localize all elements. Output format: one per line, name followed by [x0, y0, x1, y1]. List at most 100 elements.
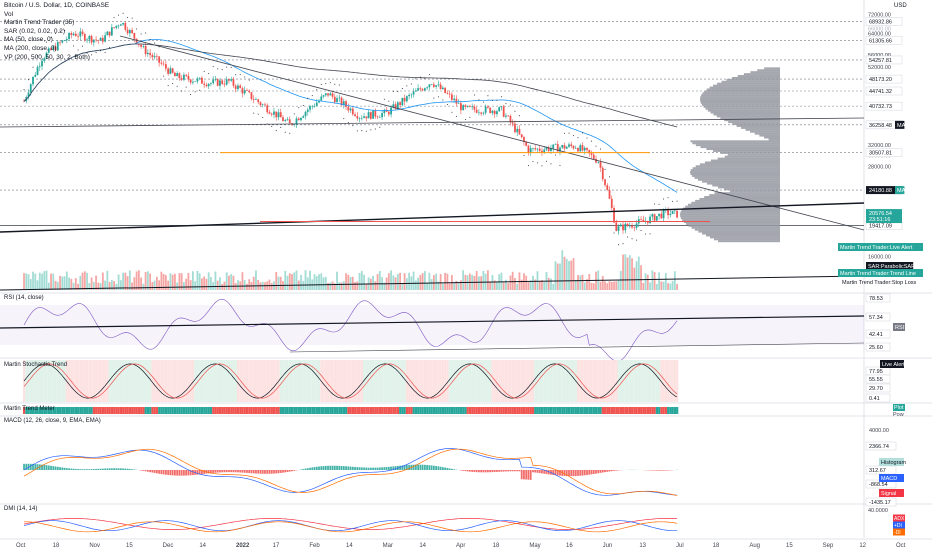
- stoch-bg: [45, 360, 48, 402]
- stoch-bg: [144, 360, 147, 402]
- indicator-ma50[interactable]: MA (50, close, 0): [4, 36, 53, 44]
- stoch-level-0: 77.95: [869, 369, 883, 375]
- meter-cell: [676, 407, 679, 414]
- candle-body: [56, 42, 59, 51]
- macd-bar: [414, 464, 417, 470]
- meter-cell: [99, 407, 102, 414]
- price-tick-13: 28000.00: [868, 164, 891, 170]
- tag-box-4: [866, 262, 914, 270]
- meter-cell: [667, 407, 670, 414]
- candle-body: [230, 79, 233, 81]
- macd-bar: [104, 468, 106, 470]
- meter-cell: [266, 407, 269, 414]
- meter-cell: [239, 407, 242, 414]
- meter-cell: [453, 407, 456, 414]
- time-tick-0: Oct: [16, 543, 26, 549]
- macd-bar: [583, 470, 586, 476]
- sar-dot: [338, 84, 340, 86]
- indicator-sar[interactable]: SAR (0.02, 0.02, 0.2): [4, 27, 66, 35]
- candle-body: [144, 45, 147, 55]
- volume-profile: [680, 67, 780, 243]
- candle-body: [327, 93, 329, 96]
- candle-body: [225, 79, 228, 85]
- indicator-vol[interactable]: Vol: [4, 10, 14, 18]
- dmi-tag-box-1: [893, 521, 905, 529]
- candle-body: [378, 117, 381, 118]
- macd-bar: [408, 464, 411, 470]
- meter-cell: [79, 407, 82, 414]
- stoch-bg: [36, 360, 39, 402]
- meter-cell: [486, 407, 490, 414]
- meter-cell: [56, 407, 59, 414]
- meter-cell: [115, 407, 118, 414]
- meter-cell: [538, 407, 541, 414]
- dmi-title[interactable]: DMI (14, 14): [4, 506, 38, 512]
- macd-bar: [363, 467, 365, 470]
- meter-cell: [119, 407, 123, 414]
- macd-bar: [286, 470, 289, 472]
- current-price: 20576.54: [869, 211, 892, 217]
- time-tick-24: Oct: [896, 543, 906, 549]
- candle-body: [572, 146, 575, 149]
- meter-cell: [128, 407, 132, 414]
- candle-body: [435, 85, 438, 87]
- meter-cell: [23, 407, 26, 414]
- time-tick-14: May: [529, 543, 540, 549]
- volume-bar: [426, 282, 429, 290]
- sar-dot: [600, 148, 602, 150]
- macd-bar: [340, 465, 343, 470]
- meter-cell: [563, 407, 566, 414]
- stoch-bg: [43, 360, 46, 402]
- sar-dot: [64, 30, 66, 32]
- sar-dot: [239, 74, 241, 76]
- meter-cell: [354, 407, 357, 414]
- price-level-box-1: [865, 17, 903, 26]
- stoch-bg: [315, 360, 318, 402]
- candle-body: [482, 112, 485, 114]
- profile-bin: [704, 161, 780, 164]
- sar-dot: [248, 79, 250, 81]
- stoch-bg: [392, 360, 395, 402]
- meter-cell: [135, 407, 138, 414]
- volume-bar: [196, 270, 199, 290]
- macd-title[interactable]: MACD (12, 26, close, 9, EMA, EMA): [4, 418, 101, 424]
- volume-bar: [306, 277, 309, 290]
- sar-dot: [482, 101, 484, 103]
- sar-dot: [424, 77, 426, 79]
- stoch-bg: [50, 360, 53, 402]
- volume-bar: [561, 250, 564, 290]
- indicator-vp[interactable]: VP (200, 500, 50, 30, 2, Both): [4, 53, 90, 61]
- rsi-title[interactable]: RSI (14, close): [4, 295, 44, 301]
- stoch-bg: [586, 360, 589, 402]
- meter-cell: [423, 407, 427, 414]
- stoch-bg: [491, 360, 494, 402]
- candle-body: [534, 148, 537, 150]
- stoch-bg: [565, 360, 568, 402]
- candle-body: [201, 77, 203, 84]
- candle-body: [306, 109, 309, 112]
- candle-body: [270, 113, 273, 115]
- meter-cell: [509, 407, 512, 414]
- symbol-title[interactable]: Bitcoin / U.S. Dollar, 1D, COINBASE: [4, 2, 110, 9]
- indicator-martin-trend[interactable]: Martin Trend Trader (35): [4, 19, 75, 27]
- candle-body: [469, 105, 471, 107]
- profile-bin: [731, 76, 780, 79]
- candle-body: [619, 224, 622, 227]
- meter-cell: [41, 407, 44, 414]
- candle-body: [340, 97, 343, 106]
- indicator-ma200[interactable]: MA (200, close, 0): [4, 44, 57, 52]
- profile-bin: [706, 88, 780, 91]
- macd-bar: [212, 470, 215, 473]
- stoch-bg: [590, 360, 593, 402]
- meter-cell: [448, 407, 451, 414]
- candle-body: [32, 76, 34, 85]
- meter-cell: [511, 407, 514, 414]
- candle-body: [349, 108, 352, 111]
- meter-title[interactable]: Martin Trend Meter: [4, 406, 55, 412]
- stoch-bg: [480, 360, 483, 402]
- macd-bar: [216, 470, 219, 473]
- candle-body: [570, 144, 573, 147]
- stoch-title[interactable]: Martin Stochastic Trend: [4, 362, 68, 368]
- volume-bar: [383, 282, 386, 290]
- volume-bar: [104, 280, 106, 290]
